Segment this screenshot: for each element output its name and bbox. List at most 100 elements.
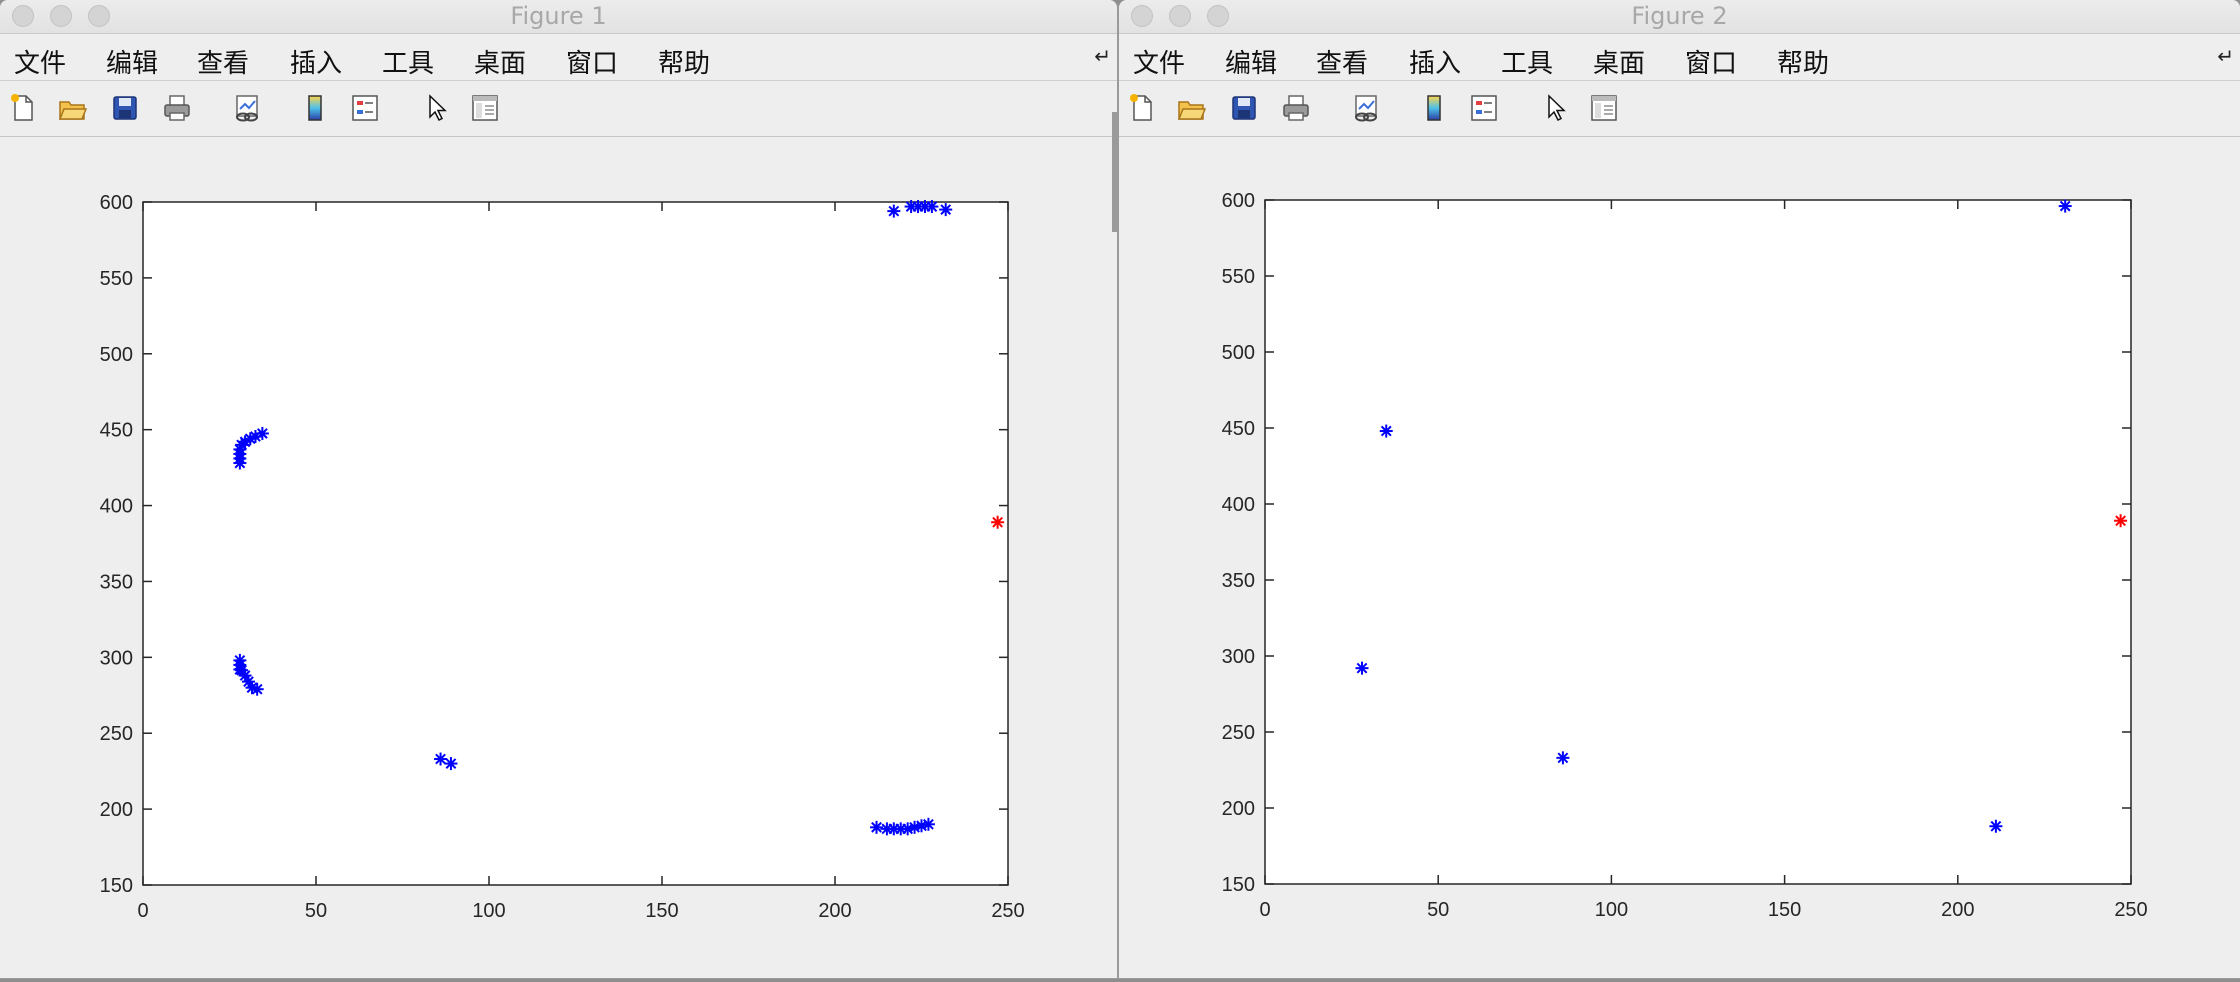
figure-2-window: Figure 2 文件 编辑 查看 插入 工具 桌面 窗口 帮助 ↵	[1119, 0, 2240, 978]
menu-window[interactable]: 窗口	[566, 49, 619, 79]
x-tick-label: 100	[472, 900, 505, 922]
menu-desktop[interactable]: 桌面	[1593, 49, 1646, 79]
y-tick-label: 600	[100, 192, 133, 214]
property-inspector-icon[interactable]	[470, 93, 500, 123]
menu-help[interactable]: 帮助	[658, 49, 711, 79]
axes-area[interactable]	[142, 201, 1009, 886]
y-tick-label: 550	[1222, 266, 1255, 288]
legend-icon[interactable]	[350, 93, 380, 123]
menu-edit[interactable]: 编辑	[1225, 49, 1278, 79]
figure-toolbar	[1119, 81, 2240, 137]
menu-help[interactable]: 帮助	[1777, 49, 1830, 79]
colorbar-icon[interactable]	[300, 93, 330, 123]
link-plot-icon[interactable]	[232, 93, 262, 123]
data-point-blue	[870, 820, 884, 834]
menu-file[interactable]: 文件	[1133, 49, 1186, 79]
data-point-blue	[887, 204, 901, 218]
y-tick-label: 500	[100, 344, 133, 366]
menu-view[interactable]: 查看	[197, 49, 250, 79]
new-figure-icon[interactable]	[1127, 93, 1157, 123]
y-tick-label: 450	[1222, 418, 1255, 440]
data-point-blue	[434, 752, 448, 766]
y-tick-label: 400	[100, 496, 133, 518]
axes-area[interactable]	[1264, 199, 2132, 885]
y-tick-label: 300	[1222, 646, 1255, 668]
x-tick-label: 0	[137, 900, 148, 922]
y-tick-label: 500	[1222, 342, 1255, 364]
print-icon[interactable]	[162, 93, 192, 123]
title-bar: Figure 1	[0, 0, 1117, 34]
colorbar-icon[interactable]	[1419, 93, 1449, 123]
pointer-icon[interactable]	[422, 93, 452, 123]
data-point-red	[991, 515, 1005, 529]
y-tick-label: 350	[100, 571, 133, 593]
window-title: Figure 2	[1631, 2, 1728, 30]
data-point-blue	[1355, 661, 1369, 675]
pointer-icon[interactable]	[1541, 93, 1571, 123]
y-tick-label: 550	[100, 268, 133, 290]
menu-bar: 文件 编辑 查看 插入 工具 桌面 窗口 帮助 ↵	[1119, 34, 2240, 81]
zoom-window-button[interactable]	[1207, 5, 1229, 27]
figure-toolbar	[0, 81, 1117, 137]
y-tick-label: 250	[1222, 722, 1255, 744]
save-icon[interactable]	[1229, 93, 1259, 123]
menu-tools[interactable]: 工具	[1501, 49, 1554, 79]
chevron-corner-icon[interactable]: ↵	[1094, 44, 1111, 68]
y-tick-label: 300	[100, 647, 133, 669]
scatter-plot-figure-2[interactable]: 0 50 100 150 200 250 150 200 250 300 350 400 450 500 5…	[1119, 0, 2240, 978]
link-plot-icon[interactable]	[1351, 93, 1381, 123]
y-tick-label: 150	[100, 875, 133, 897]
new-figure-icon[interactable]	[8, 93, 38, 123]
data-point-blue	[238, 435, 252, 449]
data-point-blue	[908, 820, 922, 834]
y-tick-label: 250	[100, 723, 133, 745]
data-point-blue	[1379, 424, 1393, 438]
x-tick-label: 50	[1427, 899, 1449, 921]
close-window-button[interactable]	[12, 5, 34, 27]
minimize-window-button[interactable]	[50, 5, 72, 27]
x-tick-label: 200	[818, 900, 851, 922]
menu-desktop[interactable]: 桌面	[474, 49, 527, 79]
menu-view[interactable]: 查看	[1316, 49, 1369, 79]
x-tick-label: 0	[1259, 899, 1270, 921]
print-icon[interactable]	[1281, 93, 1311, 123]
y-tick-label: 200	[1222, 798, 1255, 820]
property-inspector-icon[interactable]	[1589, 93, 1619, 123]
legend-icon[interactable]	[1469, 93, 1499, 123]
menu-window[interactable]: 窗口	[1685, 49, 1738, 79]
x-tick-label: 250	[2114, 899, 2147, 921]
open-file-icon[interactable]	[1176, 93, 1206, 123]
open-file-icon[interactable]	[57, 93, 87, 123]
menu-tools[interactable]: 工具	[382, 49, 435, 79]
x-tick-label: 100	[1595, 899, 1628, 921]
menu-insert[interactable]: 插入	[1409, 49, 1462, 79]
data-point-blue	[925, 200, 939, 214]
save-icon[interactable]	[110, 93, 140, 123]
y-tick-label: 350	[1222, 570, 1255, 592]
chevron-corner-icon[interactable]: ↵	[2217, 44, 2234, 68]
x-tick-label: 200	[1941, 899, 1974, 921]
data-point-blue	[1989, 819, 2003, 833]
y-tick-label: 450	[100, 420, 133, 442]
x-tick-label: 50	[305, 900, 327, 922]
data-point-blue	[921, 817, 935, 831]
title-bar: Figure 2	[1119, 0, 2240, 34]
data-point-blue	[444, 757, 458, 771]
scatter-plot-figure-1[interactable]: 0 50 100 150 200 250 150 200 250 300 350 400 450 500 5…	[0, 0, 1117, 978]
menu-bar: 文件 编辑 查看 插入 工具 桌面 窗口 帮助 ↵	[0, 34, 1117, 81]
data-point-blue	[250, 682, 264, 696]
window-title: Figure 1	[510, 2, 607, 30]
data-point-blue	[233, 653, 247, 667]
data-point-blue	[1556, 751, 1570, 765]
y-tick-label: 200	[100, 799, 133, 821]
y-tick-label: 400	[1222, 494, 1255, 516]
data-point-blue	[255, 426, 269, 440]
x-tick-label: 250	[991, 900, 1024, 922]
menu-file[interactable]: 文件	[14, 49, 67, 79]
data-point-blue	[939, 203, 953, 217]
menu-edit[interactable]: 编辑	[106, 49, 159, 79]
minimize-window-button[interactable]	[1169, 5, 1191, 27]
menu-insert[interactable]: 插入	[290, 49, 343, 79]
zoom-window-button[interactable]	[88, 5, 110, 27]
close-window-button[interactable]	[1131, 5, 1153, 27]
